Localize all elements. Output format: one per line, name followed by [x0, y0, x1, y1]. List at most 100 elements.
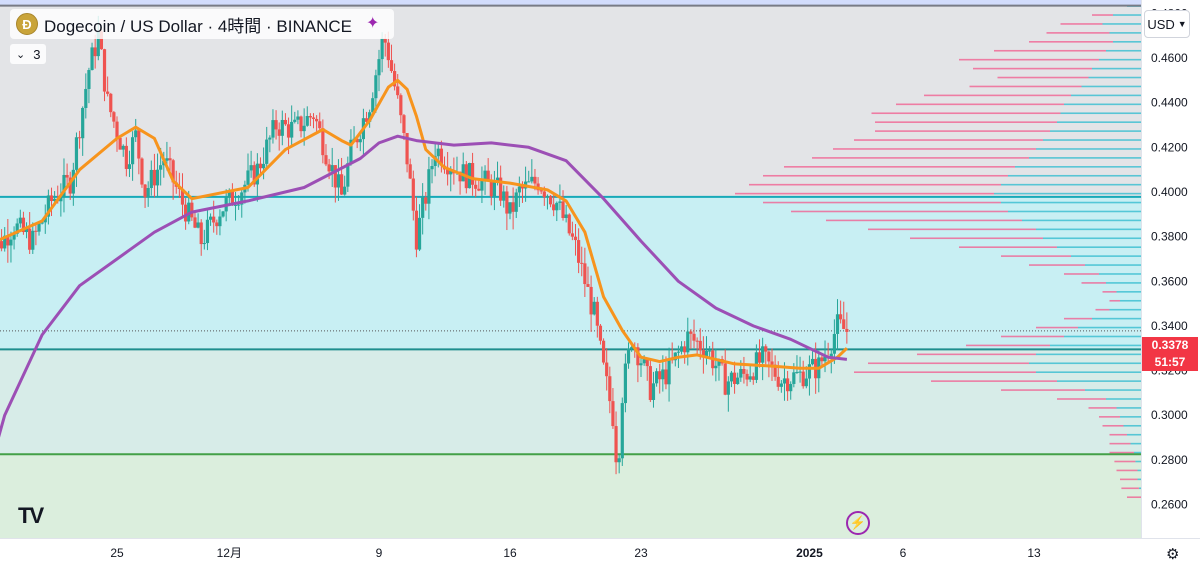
vp-down-bar — [994, 50, 1106, 52]
time-tick-label: 2025 — [796, 546, 823, 560]
price-tick-label: 0.4000 — [1151, 185, 1188, 199]
candle-body — [184, 205, 187, 222]
vp-up-bar — [1082, 86, 1142, 88]
candle-body — [518, 187, 521, 193]
vp-down-bar — [875, 121, 1057, 123]
candle-body — [555, 203, 558, 210]
candle-body — [103, 49, 106, 91]
candle-body — [106, 92, 109, 94]
candle-body — [134, 130, 137, 137]
vp-up-bar — [1057, 121, 1141, 123]
candle-body — [128, 164, 131, 169]
candle-body — [767, 352, 770, 362]
compare-symbol-icon[interactable]: ✦ — [366, 15, 384, 33]
candle-body — [533, 177, 536, 184]
vp-down-bar — [749, 184, 1001, 186]
currency-button[interactable]: USD ▼ — [1144, 10, 1190, 38]
tradingview-logo-icon[interactable]: TV — [18, 503, 42, 529]
candle-body — [193, 217, 196, 227]
candle-body — [505, 191, 508, 213]
candle-body — [546, 196, 549, 197]
candle-body — [680, 346, 683, 351]
candle-body — [602, 341, 605, 363]
vp-up-bar — [1064, 336, 1141, 338]
candle-body — [415, 211, 418, 250]
candle-body — [409, 164, 412, 178]
candle-body — [549, 196, 552, 204]
price-tick-label: 0.2600 — [1151, 498, 1188, 512]
candle-body — [396, 86, 399, 95]
candle-body — [359, 139, 362, 142]
vp-down-bar — [854, 371, 1036, 373]
zone-4 — [0, 454, 1141, 538]
candle-body — [165, 158, 168, 161]
candle-body — [334, 165, 337, 187]
candle-body — [658, 371, 661, 379]
candle-body — [770, 361, 773, 364]
vp-up-bar — [1106, 398, 1141, 400]
vp-down-bar — [1001, 389, 1085, 391]
candle-body — [262, 164, 265, 168]
candle-body — [119, 138, 122, 150]
candle-body — [649, 366, 652, 400]
candle-body — [686, 331, 689, 352]
candle-body — [802, 372, 805, 387]
candle-body — [811, 359, 814, 364]
candle-body — [795, 372, 798, 373]
vp-down-bar — [1061, 23, 1103, 25]
candle-body — [421, 197, 424, 217]
vp-down-bar — [1127, 496, 1141, 498]
indicators-toggle[interactable]: ⌄ 3 — [10, 44, 46, 64]
candle-body — [65, 175, 68, 178]
candle-body — [209, 217, 212, 220]
candle-body — [565, 214, 568, 218]
candle-body — [780, 384, 783, 387]
vp-down-bar — [1047, 32, 1110, 34]
vp-down-bar — [1114, 461, 1135, 463]
vp-down-bar — [924, 95, 1071, 97]
vp-down-bar — [931, 380, 1057, 382]
candle-body — [639, 363, 642, 365]
candle-body — [730, 373, 733, 382]
vp-up-bar — [1117, 407, 1142, 409]
candle-body — [81, 108, 84, 138]
vp-down-bar — [791, 211, 1008, 213]
candle-body — [402, 115, 405, 133]
candle-body — [75, 137, 78, 170]
candle-body — [758, 352, 761, 362]
candle-body — [268, 138, 271, 140]
candle-body — [683, 346, 686, 352]
vp-up-bar — [1085, 389, 1141, 391]
candle-body — [143, 185, 146, 198]
vp-down-bar — [826, 220, 1022, 222]
candle-body — [87, 70, 90, 89]
vp-down-bar — [833, 148, 1036, 150]
candle-body — [340, 174, 343, 194]
candle-body — [271, 120, 274, 138]
candle-body — [430, 166, 433, 169]
candle-body — [777, 377, 780, 387]
vp-down-bar — [973, 68, 1092, 70]
candle-body — [125, 146, 128, 169]
vp-up-bar — [1029, 157, 1141, 159]
candle-body — [131, 137, 134, 164]
vp-down-bar — [970, 86, 1082, 88]
vp-down-bar — [1120, 479, 1138, 481]
vp-up-bar — [1106, 282, 1141, 284]
candle-body — [150, 170, 153, 188]
lightning-icon[interactable]: ⚡ — [846, 511, 870, 535]
candle-body — [805, 379, 808, 387]
candle-body — [724, 363, 727, 394]
vp-up-bar — [1124, 425, 1142, 427]
candle-body — [265, 140, 268, 164]
candle-body — [749, 376, 752, 379]
dogecoin-coin-icon: Ð — [16, 13, 38, 35]
symbol-legend[interactable]: Ð Dogecoin / US Dollar · 4時間 · BINANCE ✦ — [10, 9, 394, 39]
candle-body — [664, 369, 667, 384]
symbol-title[interactable]: Dogecoin / US Dollar · 4時間 · BINANCE — [44, 12, 352, 37]
vp-up-bar — [1036, 148, 1141, 150]
candle-body — [259, 164, 262, 169]
gear-icon[interactable]: ⚙ — [1166, 545, 1179, 563]
